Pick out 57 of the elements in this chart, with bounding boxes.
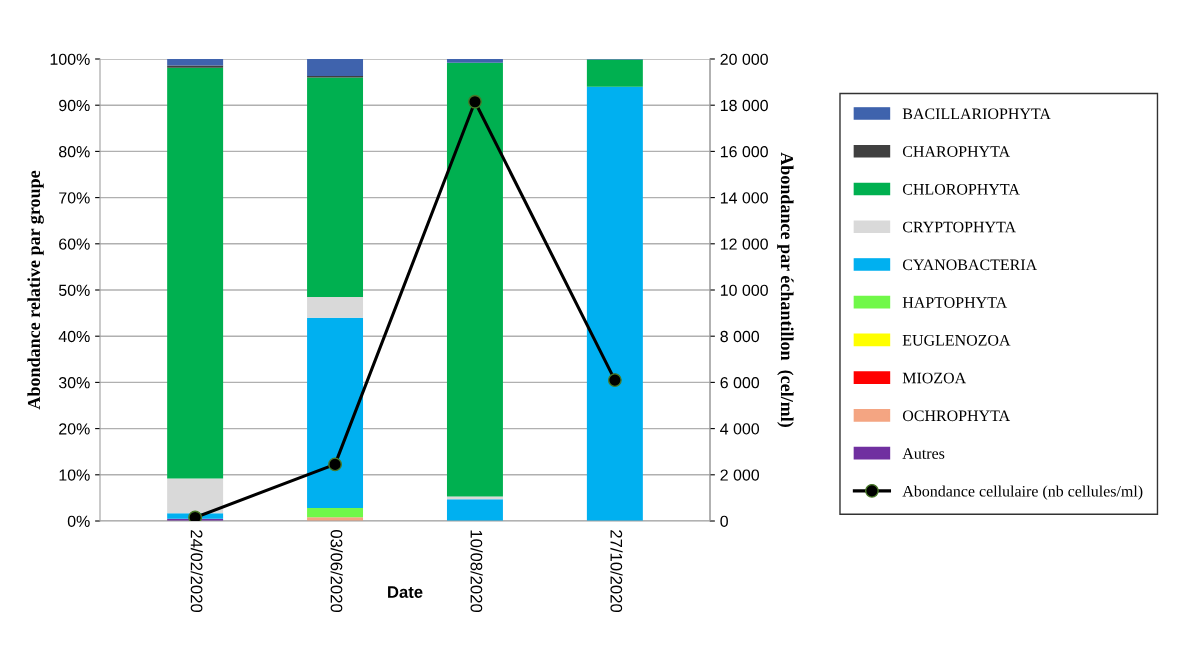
legend-label: MIOZOA bbox=[902, 372, 967, 384]
y2-tick-label: 2 000 bbox=[720, 469, 760, 481]
y-axis-title: Abondance relative par groupe bbox=[27, 170, 44, 410]
legend-label: BACILLARIOPHYTA bbox=[902, 108, 1051, 120]
x-tick-label: 10/08/2020 bbox=[470, 530, 483, 613]
y2-tick-label: 16 000 bbox=[720, 146, 768, 158]
bar bbox=[586, 86, 643, 521]
x-axis-title: Date bbox=[388, 586, 423, 598]
bar bbox=[307, 59, 364, 77]
legend-label: Abondance cellulaire (nb cellules/ml) bbox=[902, 485, 1143, 500]
y2-tick-label: 20 000 bbox=[720, 53, 768, 65]
legend-label: CHLOROPHYTA bbox=[902, 183, 1020, 195]
point bbox=[328, 457, 342, 472]
legend-label: OCHROPHYTA bbox=[902, 410, 1011, 422]
y2-tick-label: 12 000 bbox=[720, 238, 768, 250]
y-tick-label: 30% bbox=[58, 377, 90, 389]
y2-tick-label: 14 000 bbox=[720, 192, 768, 204]
y2-tick-label: 10 000 bbox=[720, 284, 768, 296]
y2-axis-title: Abondance par échantillon (cel/ml) bbox=[777, 152, 794, 427]
bar bbox=[167, 478, 224, 514]
legend-label: CRYPTOPHYTA bbox=[902, 221, 1016, 233]
y-tick-label: 40% bbox=[58, 330, 90, 343]
legend-label: HAPTOPHYTA bbox=[902, 297, 1008, 308]
bar bbox=[307, 508, 364, 518]
bar bbox=[446, 499, 503, 521]
y-tick-label: 0% bbox=[67, 515, 90, 527]
y2-tick-label: 18 000 bbox=[720, 99, 768, 112]
point bbox=[468, 94, 482, 109]
legend-label: EUGLENOZOA bbox=[902, 334, 1011, 346]
bar bbox=[446, 59, 503, 63]
legend-label: Autres bbox=[902, 448, 945, 459]
x-tick-label: 03/06/2020 bbox=[330, 529, 343, 613]
y-tick-label: 20% bbox=[59, 423, 90, 435]
y-tick-label: 50% bbox=[58, 284, 90, 296]
y2-tick-label: 6 000 bbox=[720, 377, 760, 389]
x-tick-label: 27/10/2020 bbox=[610, 530, 623, 613]
y-tick-label: 100% bbox=[50, 53, 90, 65]
y2-tick-label: 0 bbox=[720, 515, 728, 527]
legend-label: CHAROPHYTA bbox=[902, 146, 1011, 157]
y2-tick-label: 4 000 bbox=[720, 423, 760, 435]
bar bbox=[167, 65, 224, 68]
bar bbox=[586, 59, 643, 87]
point bbox=[607, 373, 622, 388]
bar bbox=[307, 296, 364, 318]
bar bbox=[167, 59, 224, 66]
y-tick-label: 60% bbox=[59, 238, 90, 250]
bar bbox=[307, 77, 364, 297]
y-tick-label: 10% bbox=[59, 469, 90, 481]
x-tick-label: 24/02/2020 bbox=[190, 530, 203, 613]
y-tick-label: 80% bbox=[59, 146, 90, 158]
bar bbox=[307, 317, 364, 509]
bar bbox=[446, 62, 503, 497]
bar bbox=[167, 67, 224, 479]
y-tick-label: 90% bbox=[59, 99, 90, 112]
y-tick-label: 70% bbox=[59, 192, 90, 204]
legend-label: CYANOBACTERIA bbox=[902, 259, 1038, 271]
y2-tick-label: 8 000 bbox=[720, 330, 760, 343]
